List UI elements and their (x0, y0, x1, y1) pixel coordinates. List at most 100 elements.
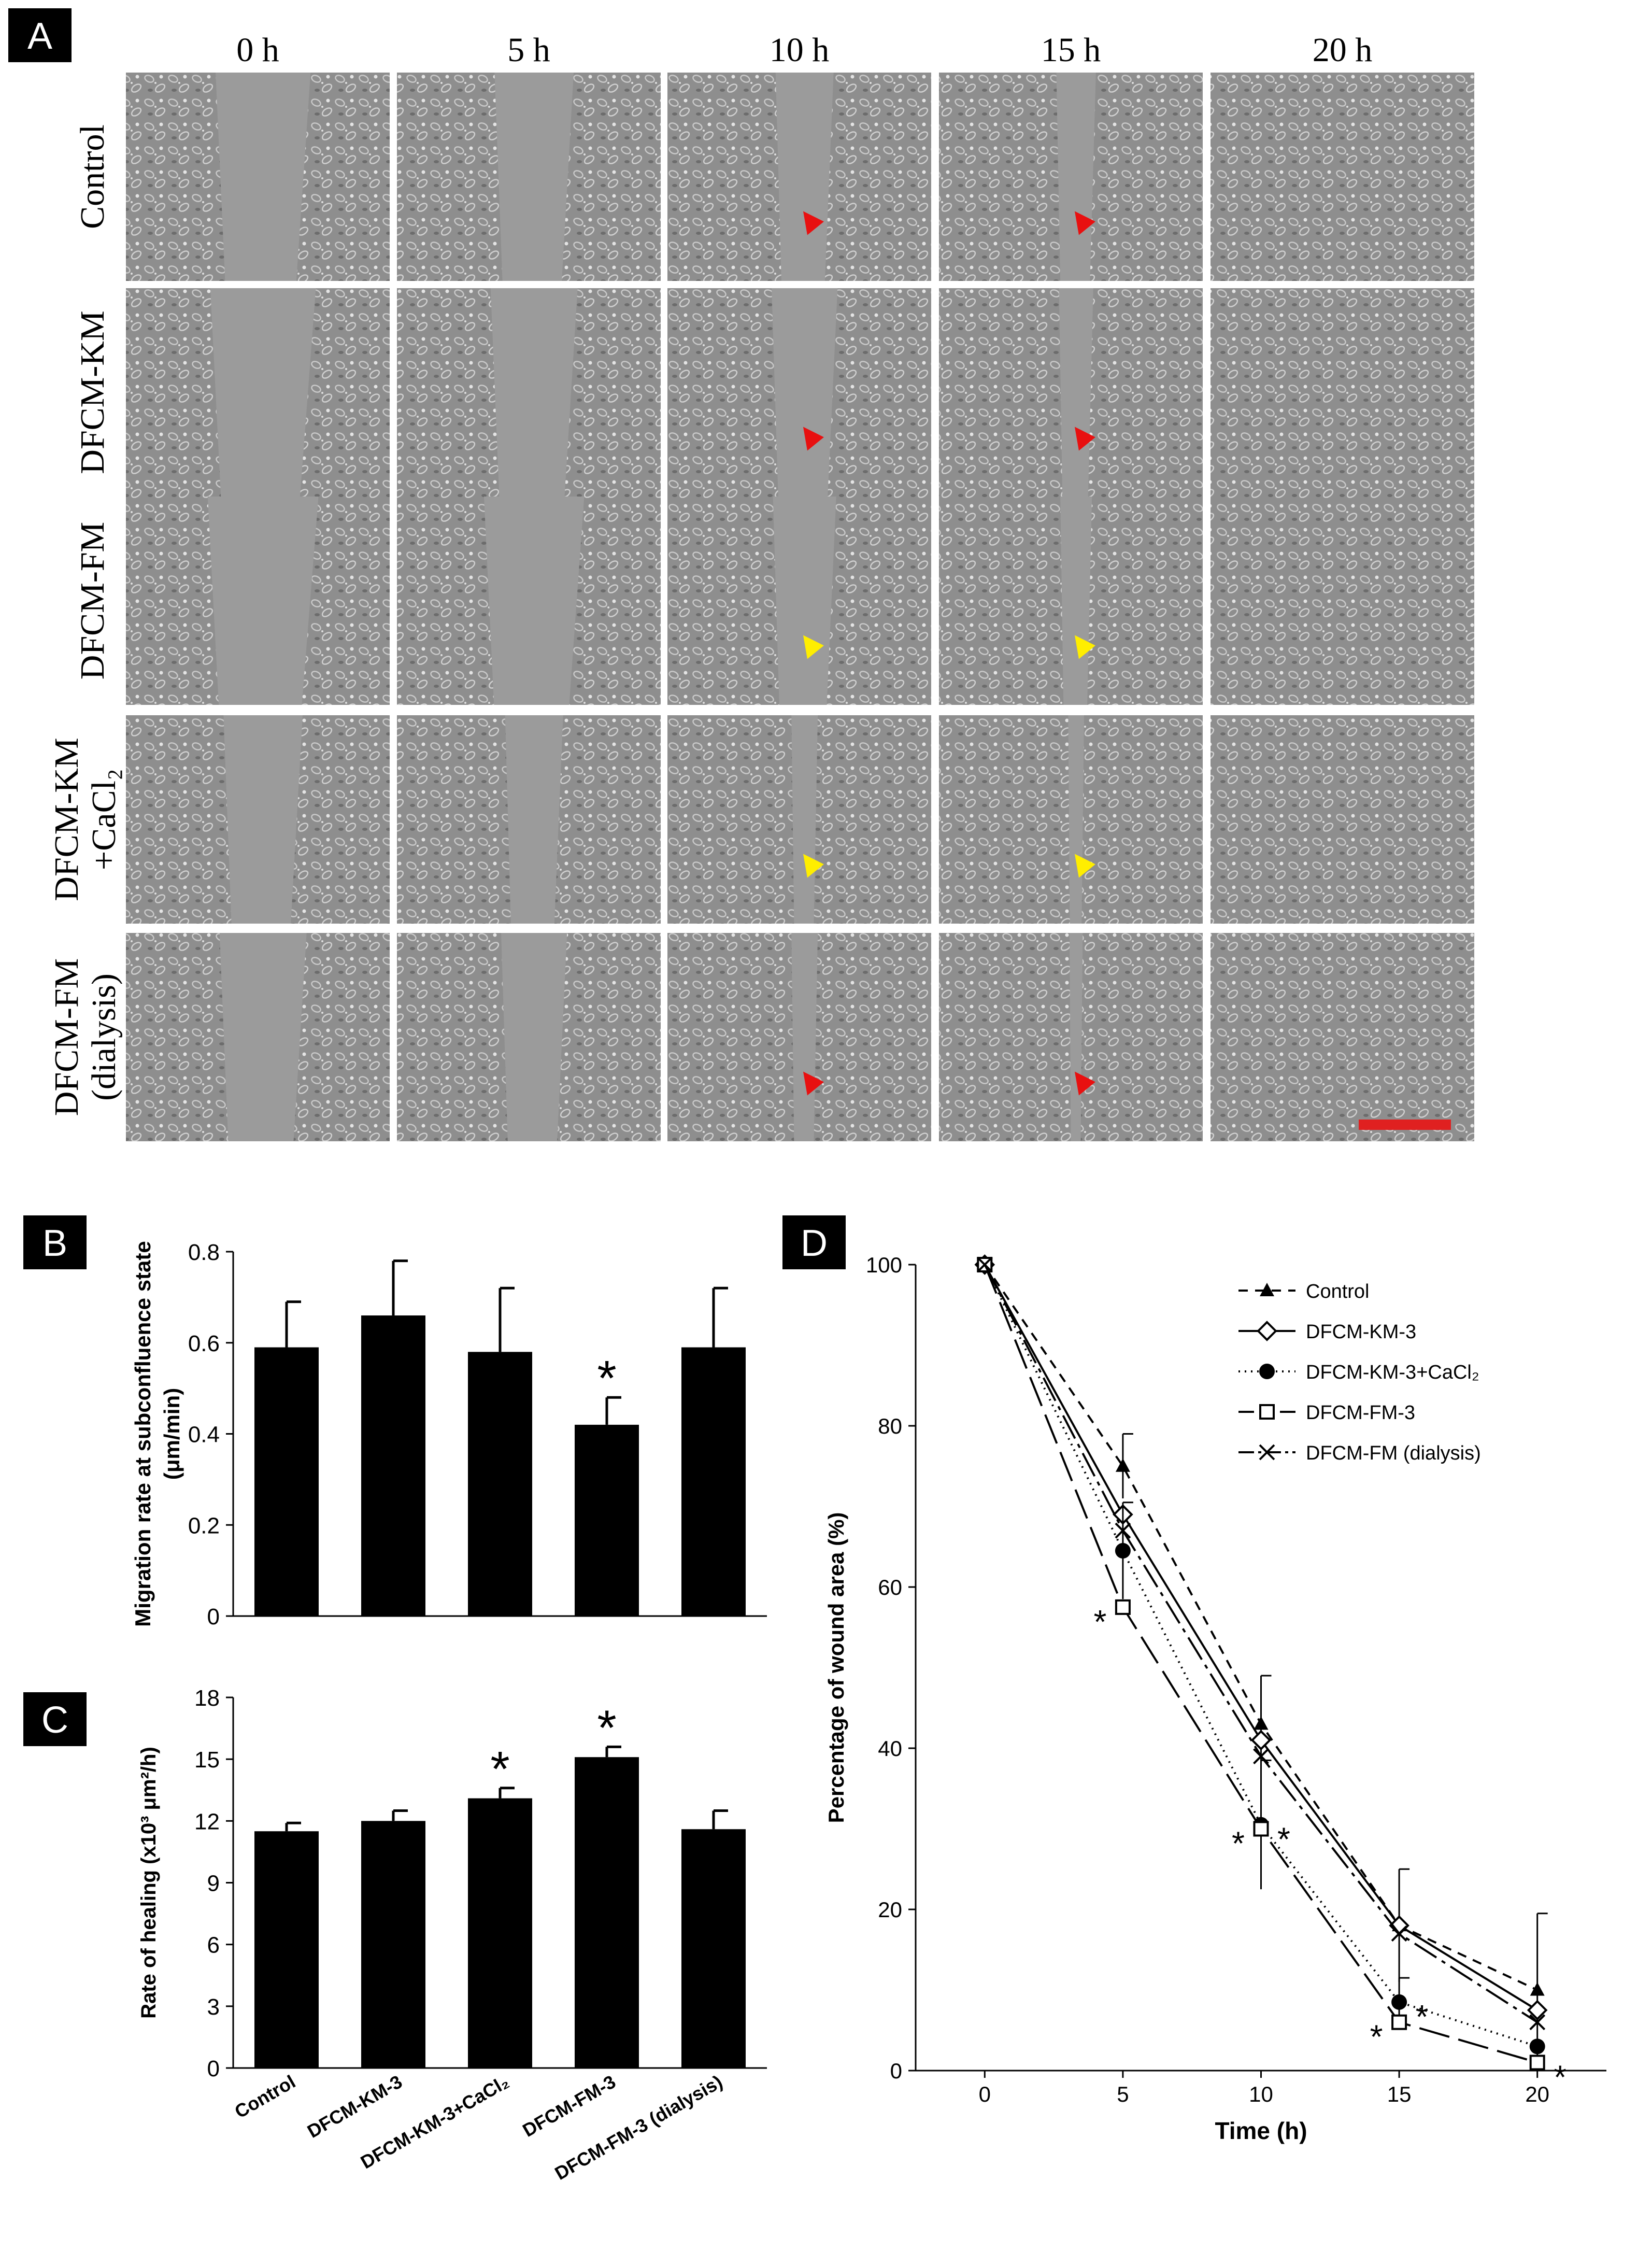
micrograph-r0-c0 (126, 73, 390, 281)
row-label-2: DFCM-FM (74, 522, 111, 679)
y-tick-label-5: 100 (866, 1253, 902, 1277)
wound-gap (501, 933, 567, 1141)
micrograph-r1-c1 (397, 288, 661, 497)
marker-diamond (1250, 1730, 1272, 1751)
y-tick-label-6: 18 (194, 1686, 220, 1711)
wound-gap (791, 715, 818, 924)
category-label-1: DFCM-KM-3 (304, 2071, 406, 2142)
arrowhead-red-marker (1074, 1071, 1095, 1096)
marker-x-stroke (1115, 1522, 1131, 1539)
arrowhead-red-marker (803, 427, 824, 451)
y-tick-label-3: 9 (207, 1871, 220, 1896)
panel-b-label-box (23, 1215, 87, 1269)
marker-x (1115, 1522, 1131, 1539)
marker-square (1115, 1599, 1131, 1615)
legend-label-3: DFCM-FM-3 (1306, 1402, 1415, 1424)
cell-layer (1210, 715, 1474, 924)
panel-b-migration-rate: B 0 0.2 0.4 0.6 0.8 * Migration rate at subcon… (23, 1215, 767, 1630)
row-label-3-line-1: +CaCl₂ (85, 769, 123, 870)
marker-x-stroke (1259, 1444, 1275, 1461)
bar-3 (575, 1424, 639, 1616)
y-tick-label-3: 0.6 (188, 1331, 220, 1356)
y-tick-label-4: 0.8 (188, 1240, 220, 1265)
y-tick-label-2: 0.4 (188, 1422, 220, 1448)
chart-b: 0 0.2 0.4 0.6 0.8 * Migration rate at subconfl… (131, 1240, 767, 1630)
wound-gap (791, 933, 818, 1141)
y-tick-label-2: 6 (207, 1933, 220, 1958)
time-headers: 0 h 5 h 10 h 15 h 20 h (236, 31, 1372, 69)
wound-gap (1059, 288, 1093, 497)
row-label-2-line-0: DFCM-FM (74, 522, 111, 679)
time-header-4: 20 h (1313, 31, 1373, 69)
legend-label-1: DFCM-KM-3 (1306, 1321, 1416, 1343)
panel-c-label: C (41, 1699, 68, 1741)
y-axis-title: Rate of healing (x10³ μm²/h) (137, 1747, 160, 2019)
x-tick-label-3: 15 (1387, 2082, 1412, 2106)
micrograph-r0-c2 (667, 73, 931, 281)
bar-3 (575, 1757, 639, 2068)
bar-0 (254, 1831, 319, 2068)
marker-x (976, 1256, 993, 1273)
cell-layer (1210, 497, 1474, 705)
significance-star-3: * (597, 1700, 616, 1755)
marker-x (1391, 1925, 1407, 1942)
micrograph-r4-c1 (397, 933, 661, 1141)
y-tick-label-0: 0 (207, 2056, 220, 2081)
y-tick-label-0: 0 (890, 2059, 902, 2083)
time-header-1: 5 h (507, 31, 550, 69)
marker-triangle (1260, 1283, 1274, 1296)
micrograph-r3-c2 (667, 715, 931, 924)
arrowhead-red-marker (803, 1071, 824, 1096)
row-label-3-line-0: DFCM-KM (48, 738, 86, 901)
micrograph-r2-c2 (667, 497, 931, 705)
arrowhead-yellow-marker (803, 854, 824, 878)
wound-gap (505, 715, 563, 924)
significance-star-5: * (1554, 2058, 1566, 2095)
y-tick-label-1: 0.2 (188, 1513, 220, 1538)
wound-gap (1069, 933, 1083, 1141)
cell-layer (1210, 933, 1474, 1141)
x-axis-title: Time (h) (1215, 2117, 1307, 2144)
y-tick-label-1: 20 (878, 1897, 902, 1922)
wound-gap (216, 73, 311, 281)
significance-star-1: * (1277, 1821, 1290, 1858)
arrowhead-red-marker (803, 211, 824, 235)
legend-label-4: DFCM-FM (dialysis) (1306, 1442, 1481, 1464)
marker-circle (1529, 2038, 1545, 2055)
significance-star-2: * (490, 1741, 509, 1797)
marker-square (1391, 2014, 1407, 2030)
micrograph-r2-c4 (1210, 497, 1474, 705)
significance-star-3: * (1416, 1998, 1429, 2035)
panel-a-label-box (8, 8, 72, 62)
x-tick-label-4: 20 (1525, 2082, 1549, 2106)
micrograph-r1-c4 (1210, 288, 1474, 497)
wound-gap (772, 288, 838, 497)
micrograph-r4-c3 (939, 933, 1203, 1141)
legend-label-2: DFCM-KM-3+CaCl₂ (1306, 1362, 1479, 1383)
marker-diamond (1527, 2000, 1548, 2021)
y-tick-label-2: 40 (878, 1736, 902, 1761)
arrowhead-yellow-marker (1074, 635, 1095, 659)
cell-layer (1210, 288, 1474, 497)
legend-label-0: Control (1306, 1281, 1370, 1302)
micrograph-r3-c4 (1210, 715, 1474, 924)
y-tick-label-0: 0 (207, 1604, 220, 1630)
marker-x-stroke (1391, 1925, 1407, 1942)
micrograph-r3-c3 (939, 715, 1203, 924)
significance-star-4: * (1370, 2018, 1383, 2056)
y-tick-label-1: 3 (207, 1994, 220, 2020)
panel-b-label: B (42, 1223, 67, 1264)
micrograph-r0-c3 (939, 73, 1203, 281)
series-line-2 (984, 1264, 1538, 2048)
marker-x (1253, 1748, 1269, 1764)
row-label-0: Control (74, 124, 111, 229)
micrograph-r3-c1 (397, 715, 661, 924)
significance-star-2: * (1232, 1825, 1245, 1862)
time-header-2: 10 h (770, 31, 830, 69)
micrograph-r2-c0 (126, 497, 390, 705)
wound-gap (223, 715, 303, 924)
